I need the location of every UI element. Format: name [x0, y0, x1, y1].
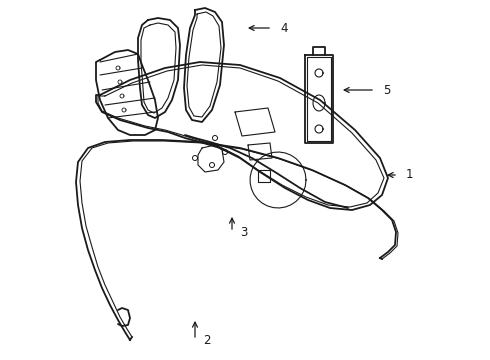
Text: 5: 5: [383, 84, 391, 96]
Text: 4: 4: [280, 22, 288, 35]
Text: 2: 2: [203, 333, 211, 346]
Text: 1: 1: [406, 168, 414, 181]
Text: 3: 3: [240, 225, 247, 238]
